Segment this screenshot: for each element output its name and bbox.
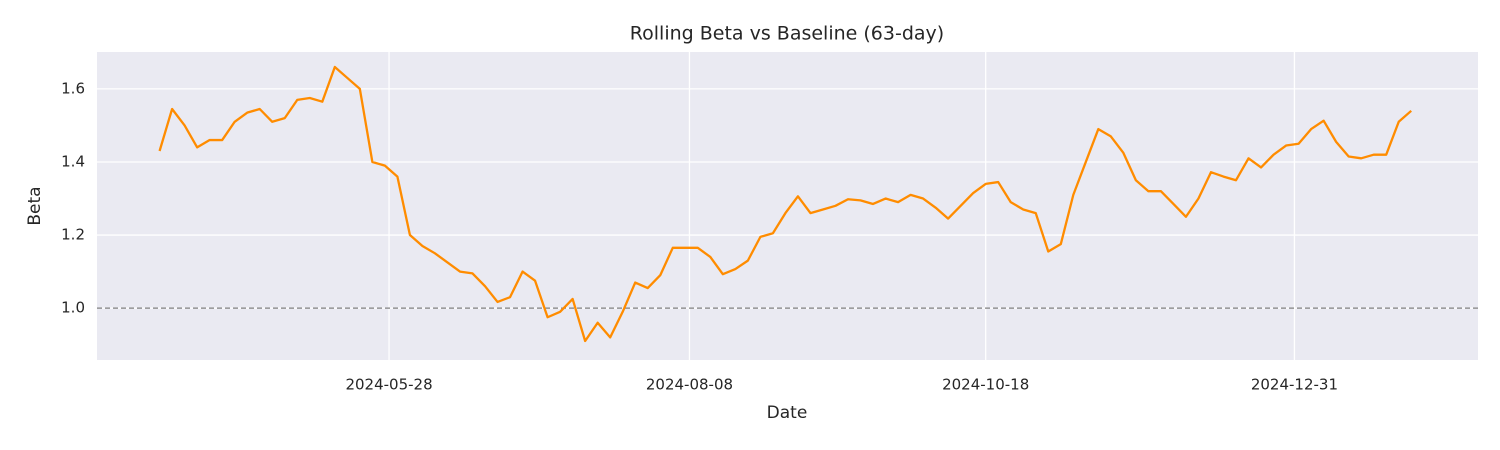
x-tick-label: 2024-05-28 xyxy=(345,376,432,394)
y-tick-label: 1.0 xyxy=(61,299,85,317)
x-tick-label: 2024-10-18 xyxy=(942,376,1029,394)
data-line xyxy=(158,65,1412,343)
y-tick-label: 1.6 xyxy=(61,79,85,97)
x-tick-label: 2024-12-31 xyxy=(1251,376,1338,394)
chart-title: Rolling Beta vs Baseline (63-day) xyxy=(630,23,944,45)
x-axis-label: Date xyxy=(767,403,808,423)
y-axis-label: Beta xyxy=(25,186,45,225)
y-tick-label: 1.4 xyxy=(61,152,85,170)
y-tick-label: 1.2 xyxy=(61,226,85,244)
x-tick-label: 2024-08-08 xyxy=(646,376,733,394)
